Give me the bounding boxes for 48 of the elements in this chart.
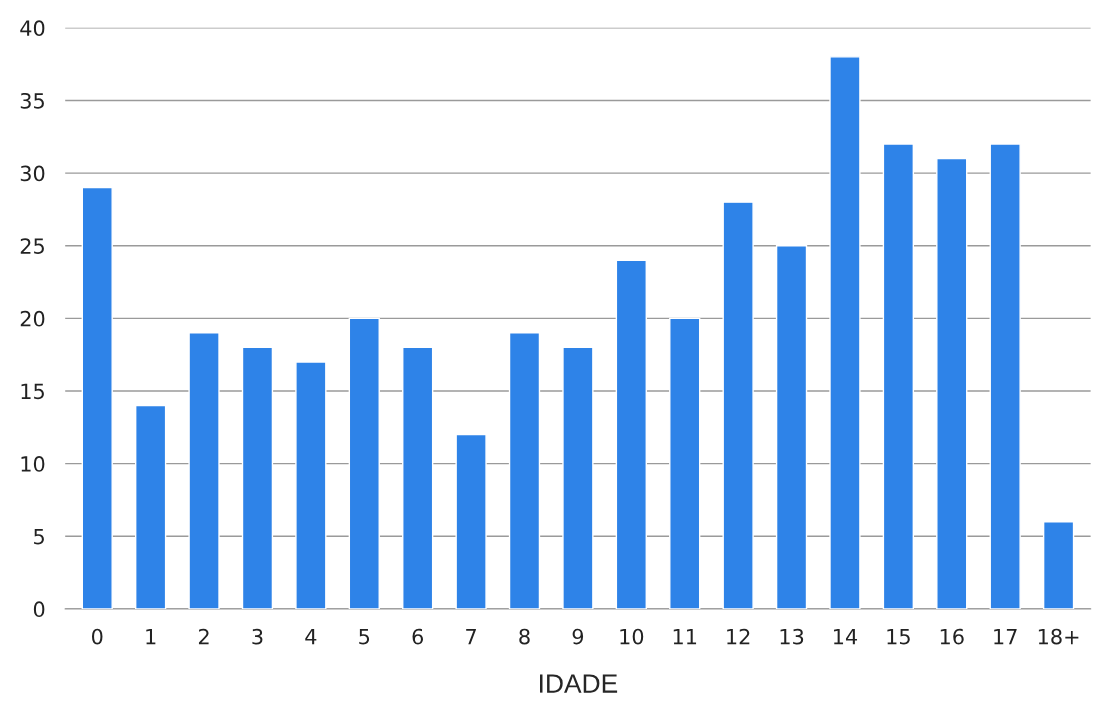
x-tick-label: 3 <box>252 628 263 645</box>
bar <box>241 346 274 609</box>
x-tick-label: 5 <box>359 628 370 645</box>
bar <box>1042 521 1075 609</box>
bar <box>562 346 594 609</box>
x-tick-label: 0 <box>91 628 103 645</box>
bar <box>134 404 167 609</box>
y-tick-label: 40 <box>20 20 45 37</box>
bar <box>455 433 487 609</box>
x-tick-label: 10 <box>620 628 644 645</box>
bar <box>882 143 915 609</box>
x-tick-label: 7 <box>466 628 476 645</box>
y-tick-label: 30 <box>20 165 45 182</box>
y-tick-label: 10 <box>21 456 45 472</box>
x-tick-label: 17 <box>994 628 1017 645</box>
bar <box>508 332 541 609</box>
bar <box>402 346 434 609</box>
x-tick-label: 8 <box>519 628 530 645</box>
x-tick-label: 9 <box>572 628 584 645</box>
x-tick-label: 2 <box>198 628 209 645</box>
x-tick-label: 16 <box>940 628 964 645</box>
bar <box>81 186 113 609</box>
x-tick-label: 12 <box>727 628 750 645</box>
bar <box>669 317 701 609</box>
x-tick-label: 6 <box>412 628 424 645</box>
bar <box>989 143 1021 609</box>
x-tick-label: 13 <box>780 628 804 645</box>
x-axis-title: IDADE <box>540 674 618 693</box>
y-tick-label: 25 <box>20 238 44 254</box>
bar <box>722 201 754 609</box>
bar <box>775 245 808 609</box>
x-tick-label: 1 <box>146 628 156 645</box>
bar <box>348 317 380 609</box>
bar <box>936 157 968 609</box>
bar <box>188 332 220 609</box>
bar <box>615 259 647 609</box>
x-tick-label: 11 <box>673 628 697 645</box>
bar <box>829 56 861 609</box>
x-tick-label: 15 <box>887 628 910 645</box>
bar <box>295 361 327 609</box>
y-tick-label: 5 <box>34 528 44 545</box>
x-tick-label: 18+ <box>1038 628 1079 645</box>
y-tick-label: 15 <box>21 383 44 400</box>
x-tick-label: 4 <box>305 628 317 645</box>
y-tick-label: 20 <box>20 310 45 327</box>
y-tick-label: 0 <box>33 601 45 618</box>
y-tick-label: 35 <box>20 92 44 109</box>
x-tick-label: 14 <box>833 628 858 645</box>
